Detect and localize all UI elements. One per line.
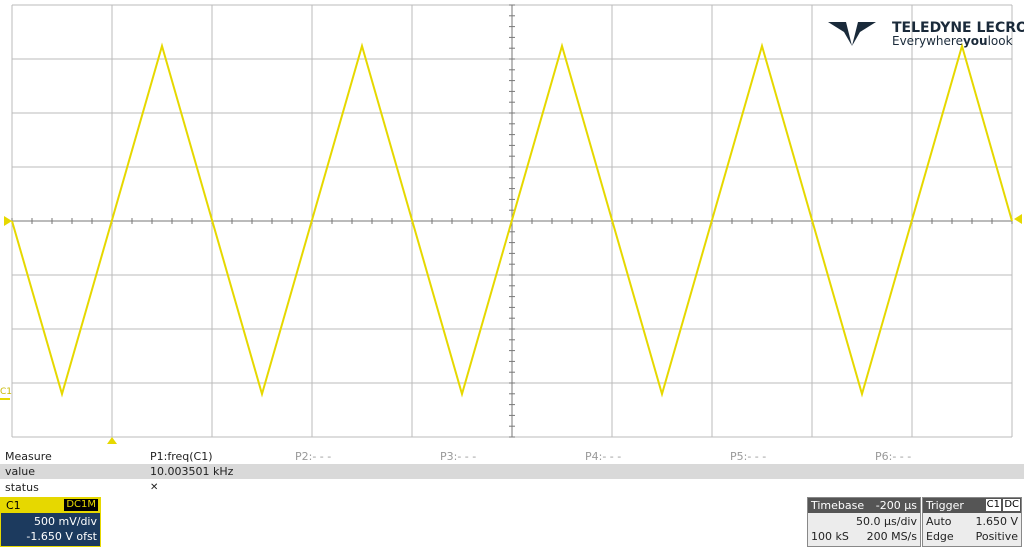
trigger-coupling: DC [1003, 499, 1020, 511]
status-label: status [5, 481, 39, 494]
channel-header: C1 DC1M [1, 498, 100, 513]
value-cell: 10.003501 kHz [150, 465, 234, 478]
timebase-title: Timebase [811, 499, 865, 512]
param-header[interactable]: P3:- - - [440, 450, 477, 463]
param-header[interactable]: P1:freq(C1) [150, 450, 213, 463]
measure-header-row: Measure P1:freq(C1) P2:- - - P3:- - - P4… [0, 449, 1024, 464]
waveform-display: C1 TELEDYNE LECROY Everywhereyoulook [0, 4, 1024, 444]
timebase-delay: -200 µs [875, 499, 917, 512]
channel-scale: 500 mV/div [34, 515, 97, 528]
timebase-descriptor[interactable]: Timebase -200 µs 50.0 µs/div 100 kS 200 … [807, 497, 921, 547]
channel-marker: C1 [0, 387, 12, 397]
param-header[interactable]: P2:- - - [295, 450, 332, 463]
tagline-part: look [988, 34, 1013, 48]
measure-value-row: value 10.003501 kHz [0, 464, 1024, 479]
channel-coupling: DC1M [64, 499, 98, 511]
channel-name: C1 [6, 499, 21, 512]
timebase-scale: 50.0 µs/div [856, 515, 917, 528]
logo-tagline: Everywhereyoulook [892, 34, 1013, 48]
timebase-header: Timebase -200 µs [808, 498, 920, 513]
level-marker [1014, 214, 1022, 224]
offset-marker [4, 216, 12, 226]
trigger-position-marker [107, 437, 117, 444]
param-header[interactable]: P4:- - - [585, 450, 622, 463]
trigger-type: Edge [926, 530, 954, 543]
value-label: value [5, 465, 36, 478]
channel-descriptor[interactable]: C1 DC1M 500 mV/div -1.650 V ofst [0, 497, 101, 547]
tagline-part: you [963, 34, 988, 48]
logo-brand: TELEDYNE LECROY [892, 20, 1024, 36]
param-header[interactable]: P5:- - - [730, 450, 767, 463]
param-header[interactable]: P6:- - - [875, 450, 912, 463]
timebase-samples: 100 kS [811, 530, 849, 543]
logo-mark [828, 22, 876, 46]
measure-label: Measure [5, 450, 52, 463]
trigger-title: Trigger [926, 499, 964, 512]
channel-offset: -1.650 V ofst [26, 530, 97, 543]
status-icon: ✕ [150, 482, 159, 493]
timebase-rate: 200 MS/s [866, 530, 917, 543]
trigger-source: C1 [985, 499, 1001, 511]
grid [11, 4, 1013, 438]
trigger-descriptor[interactable]: Trigger C1 DC Auto 1.650 V Edge Positive [922, 497, 1022, 547]
trigger-mode: Auto [926, 515, 952, 528]
measure-status-row: status ✕ [0, 480, 1024, 495]
trigger-slope: Positive [975, 530, 1018, 543]
tagline-part: Everywhere [892, 34, 963, 48]
trace [11, 42, 1013, 398]
trigger-header: Trigger C1 DC [923, 498, 1021, 513]
trigger-level: 1.650 V [975, 515, 1018, 528]
